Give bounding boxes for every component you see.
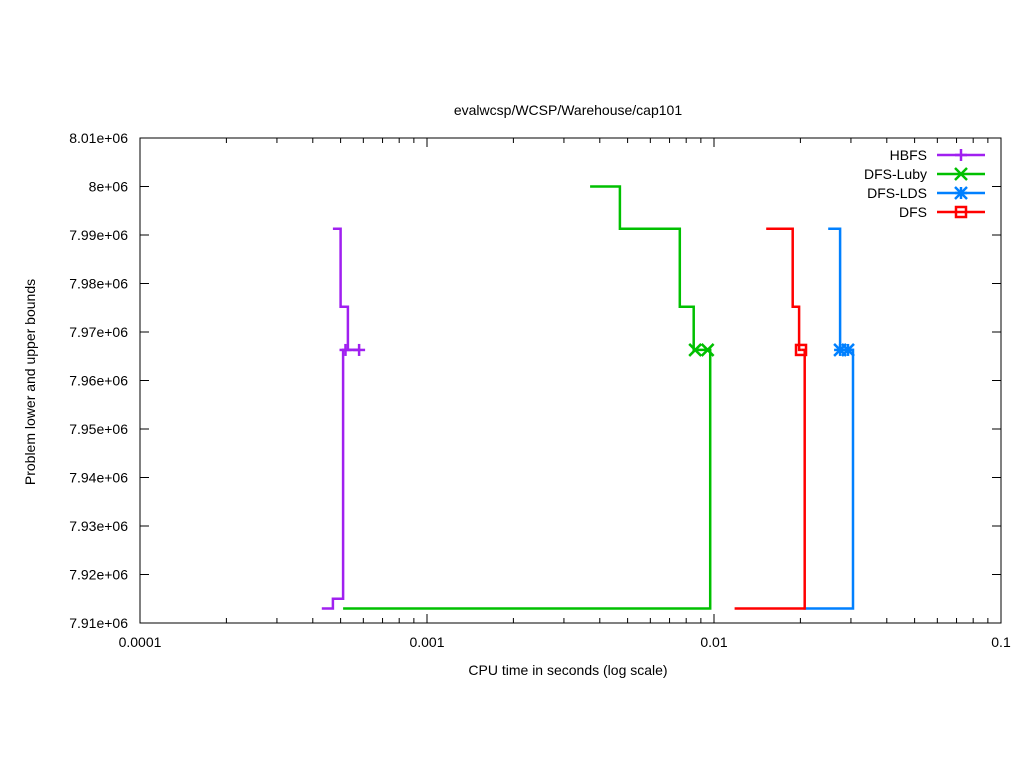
legend-item-dfs-luby: DFS-Luby [864, 166, 985, 182]
y-tick-label: 7.91e+06 [69, 615, 128, 631]
y-tick-label: 7.97e+06 [69, 324, 128, 340]
x-tick-label: 0.0001 [119, 634, 162, 650]
series-line-upper-dfs-luby [590, 185, 708, 352]
legend-label-hbfs: HBFS [890, 147, 927, 163]
legend: HBFS DFS-Luby DFS-LDS DFS [864, 147, 985, 220]
legend-marker-dfs-luby [954, 167, 968, 181]
plot-area [321, 185, 855, 610]
y-axis-label: Problem lower and upper bounds [22, 279, 38, 485]
series-hbfs [321, 227, 366, 610]
series-line-lower-dfs-luby [343, 348, 712, 610]
plot-frame [139, 137, 1002, 624]
series-dfs-luby [343, 185, 715, 610]
x-tick-label: 0.001 [409, 634, 444, 650]
legend-label-dfs: DFS [899, 204, 927, 220]
legend-marker-hbfs [955, 149, 967, 161]
marker-stroke [954, 186, 968, 200]
legend-marker-dfs-lds [954, 186, 968, 200]
y-tick-label: 7.99e+06 [69, 227, 128, 243]
marker-stroke [841, 343, 855, 357]
legend-marker-dfs [954, 205, 968, 219]
marker-stroke [954, 167, 968, 181]
legend-label-dfs-lds: DFS-LDS [867, 185, 927, 201]
x-tick-label: 0.01 [700, 634, 727, 650]
data-point-dfs-luby [688, 343, 703, 357]
series-line-upper-dfs-lds [828, 227, 848, 352]
marker-stroke [954, 205, 968, 219]
legend-item-hbfs: HBFS [890, 147, 985, 163]
legend-item-dfs: DFS [899, 204, 985, 220]
marker-stroke [688, 343, 703, 357]
series-line-upper-dfs [766, 227, 802, 352]
series-line-lower-hbfs [321, 348, 360, 610]
y-tick-label: 7.96e+06 [69, 373, 128, 389]
legend-label-dfs-luby: DFS-Luby [864, 166, 927, 182]
axis-ticks: 7.91e+06 7.92e+06 7.93e+06 7.94e+06 7.95e+06… [69, 130, 1011, 650]
y-tick-label: 8.01e+06 [69, 130, 128, 146]
data-point-hbfs [339, 343, 352, 356]
chart-title: evalwcsp/WCSP/Warehouse/cap101 [454, 102, 682, 118]
y-tick-label: 8e+06 [89, 179, 129, 195]
legend-item-dfs-lds: DFS-LDS [867, 185, 985, 201]
data-point-dfs-luby [700, 343, 715, 357]
series-dfs [734, 227, 808, 610]
data-point-hbfs [353, 343, 366, 356]
marker-stroke [794, 343, 808, 357]
data-point-dfs-lds [841, 343, 855, 357]
y-tick-label: 7.98e+06 [69, 276, 128, 292]
series-line-lower-dfs-lds [803, 348, 855, 610]
data-point-dfs [794, 343, 808, 357]
x-axis-label: CPU time in seconds (log scale) [468, 662, 667, 678]
y-tick-label: 7.93e+06 [69, 518, 128, 534]
series-dfs-lds [803, 227, 855, 610]
y-tick-label: 7.95e+06 [69, 421, 128, 437]
x-tick-label: 0.1 [991, 634, 1011, 650]
y-tick-label: 7.94e+06 [69, 470, 128, 486]
y-tick-label: 7.92e+06 [69, 567, 128, 583]
marker-stroke [700, 343, 715, 357]
series-line-lower-dfs [734, 348, 806, 610]
series-line-upper-hbfs [332, 227, 360, 352]
